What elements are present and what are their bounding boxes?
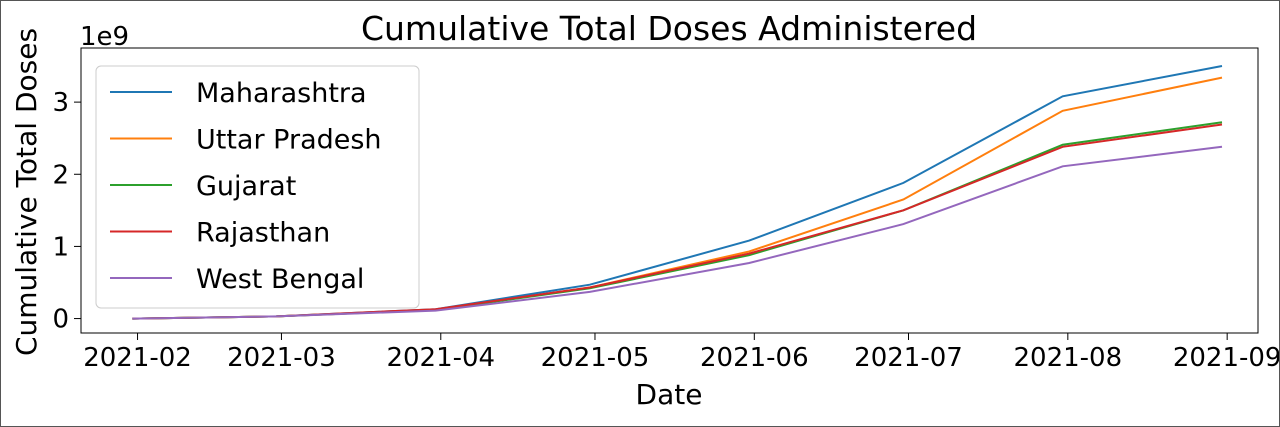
y-offset-label: 1e9	[80, 22, 129, 52]
legend: Maharashtra Uttar Pradesh Gujarat Rajasthan…	[95, 65, 420, 309]
chart-title: Cumulative Total Doses Administered	[361, 9, 977, 48]
legend-box	[95, 65, 420, 309]
series-layer	[132, 65, 1223, 320]
x-tick-label: 2021-04	[386, 343, 495, 373]
x-tick-label: 2021-06	[700, 343, 809, 373]
x-axis-label: Date	[636, 378, 703, 411]
y-tick-label: 3	[52, 88, 69, 118]
x-tick-label: 2021-05	[541, 343, 650, 373]
series-line-4	[132, 145, 1223, 320]
legend-label-2: Gujarat	[196, 171, 296, 202]
plot-area	[80, 47, 1259, 334]
x-tick-label: 2021-03	[227, 343, 336, 373]
y-axis: 0 1 2 3	[52, 88, 81, 335]
x-tick-label: 2021-07	[854, 343, 963, 373]
x-tick-label: 2021-08	[1014, 343, 1123, 373]
legend-label-1: Uttar Pradesh	[196, 125, 382, 156]
x-tick-label: 2021-02	[83, 343, 192, 373]
y-axis-label: Cumulative Total Doses	[10, 28, 43, 356]
legend-label-0: Maharashtra	[196, 78, 367, 109]
legend-label-4: West Bengal	[196, 264, 364, 295]
legend-label-3: Rajasthan	[196, 218, 330, 249]
y-tick-label: 0	[52, 305, 69, 335]
x-axis: 2021-02 2021-03 2021-04 2021-05 2021-06 2021-…	[83, 333, 1280, 373]
y-tick-label: 2	[52, 160, 69, 190]
x-tick-label: 2021-09	[1173, 343, 1280, 373]
y-tick-label: 1	[52, 232, 69, 262]
